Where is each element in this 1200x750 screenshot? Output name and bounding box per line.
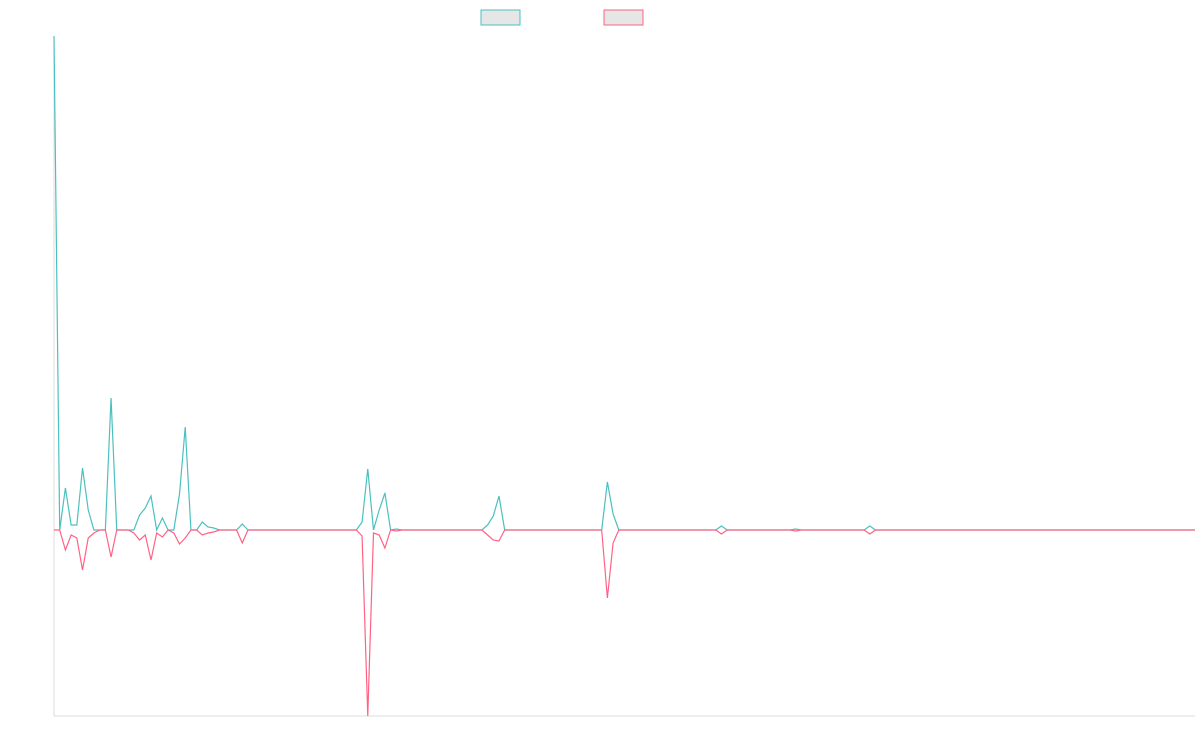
- line-series: [54, 529, 1195, 717]
- legend-swatch[interactable]: [603, 9, 644, 26]
- line-series: [53, 35, 1195, 532]
- legend-swatch[interactable]: [480, 9, 521, 26]
